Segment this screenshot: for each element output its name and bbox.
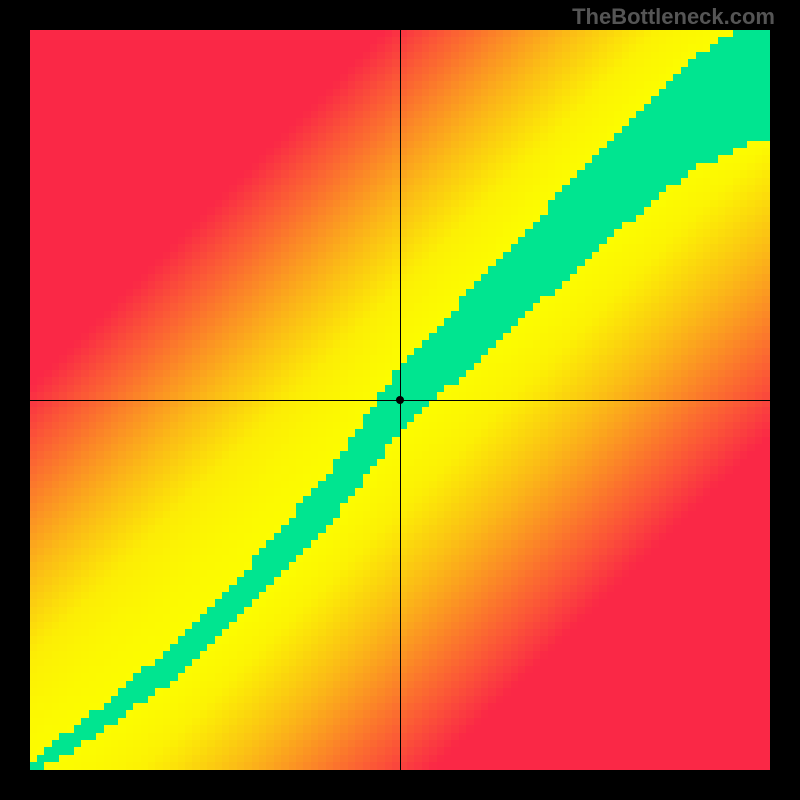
watermark-text: TheBottleneck.com	[572, 4, 775, 30]
chart-container: { "watermark": { "text": "TheBottleneck.…	[0, 0, 800, 800]
crosshair-marker-dot	[396, 396, 404, 404]
